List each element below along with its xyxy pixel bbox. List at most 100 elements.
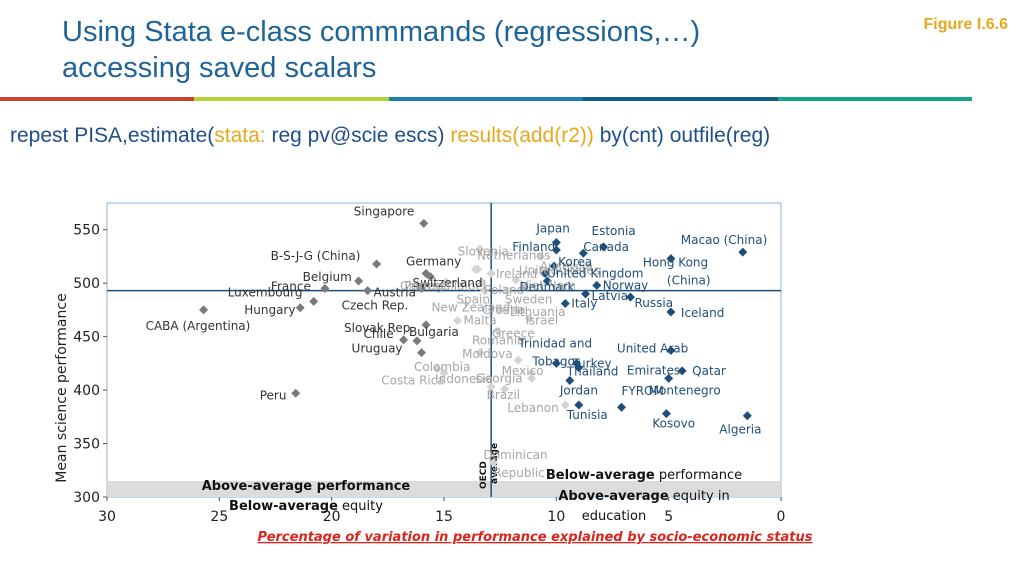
data-point-belgium (354, 276, 364, 286)
quadrant-label-rest: equity in (669, 489, 730, 504)
data-label-france: France (271, 280, 311, 294)
command-part-accent: stata: (214, 124, 266, 147)
data-point-finland (551, 245, 561, 255)
slide-title: Using Stata e-class commmands (regressio… (62, 14, 902, 86)
data-point-hungary (295, 303, 305, 313)
data-label-australia: Australia (540, 259, 593, 273)
data-label-colombia: Colombia (414, 360, 470, 374)
data-point-macao-china- (738, 247, 748, 257)
data-point-mexico (527, 368, 537, 378)
data-point-georgia (527, 373, 537, 383)
data-point-greece (493, 326, 503, 336)
data-label-qatar: Qatar (692, 364, 726, 378)
data-label-jordan: Jordan (559, 383, 598, 397)
data-label-spain: Spain (456, 293, 490, 307)
data-label-luxembourg: Luxembourg (228, 285, 303, 299)
data-label-croatia: Croatia (482, 303, 525, 317)
data-point-portugal (441, 277, 451, 287)
y-tick-label: 300 (73, 490, 100, 506)
data-label-chinese-taipei: Chinese Taipei (400, 279, 486, 293)
data-label-germany: Germany (406, 255, 461, 269)
data-point-lebanon (560, 400, 570, 410)
data-label-slovak-rep-: Slovak Rep. (344, 321, 414, 335)
data-point-jordan (565, 375, 575, 385)
data-label-bulgaria: Bulgaria (409, 325, 459, 339)
quadrant-label-right: education (582, 509, 647, 524)
data-point-chile (399, 335, 409, 345)
data-label-italy: Italy (571, 296, 597, 310)
data-point-netherlands (486, 269, 496, 279)
data-label-united-states: United States (519, 263, 600, 277)
data-label-mexico: Mexico (502, 364, 544, 378)
data-label-lithuania: Lithuania (510, 305, 566, 319)
data-point-fyrom (616, 402, 626, 412)
data-point-czech-rep- (363, 286, 373, 296)
quadrant-label-left: Below-average equity (229, 499, 383, 514)
y-tick-label: 400 (73, 383, 100, 399)
x-tick-label: 20 (323, 509, 341, 525)
data-point-b-s-j-g-china- (372, 259, 382, 269)
title-line-1: Using Stata e-class commmands (regressio… (62, 16, 701, 48)
data-label-b-s-j-g-china-: B-S-J-G (China) (271, 249, 361, 263)
data-point-luxembourg (309, 296, 319, 306)
data-point-norway (592, 280, 602, 290)
data-point-uruguay (417, 348, 427, 358)
quadrant-label-right: Above-average equity in (558, 489, 729, 504)
data-label-israel: Israel (525, 313, 558, 327)
data-point-dominican-republic (488, 458, 498, 468)
data-point-kosovo (661, 409, 671, 419)
data-label-georgia: Georgia (476, 371, 523, 385)
data-label-estonia: Estonia (592, 224, 636, 238)
data-label-korea: Korea (558, 255, 592, 269)
data-point-caba-argentina- (199, 305, 209, 315)
data-point-united-kingdom (540, 269, 550, 279)
stata-command: repest PISA,estimate(stata: reg pv@scie … (10, 124, 770, 148)
data-label-trinidad-and-tobago: Trinidad and (517, 336, 592, 350)
data-point-ireland (511, 275, 521, 285)
data-point-lithuania (511, 305, 521, 315)
data-label-new-zealand: New Zealand (431, 300, 510, 314)
data-label-latvia: Latvia (592, 289, 629, 303)
quadrant-label-left: Above-average performance (202, 479, 411, 494)
data-label-netherlands: Netherlands (477, 249, 550, 263)
data-label-moldova: Moldova (462, 347, 512, 361)
color-bar-segment (0, 97, 195, 101)
quadrant-label-band (107, 480, 781, 497)
data-point-croatia (495, 305, 505, 315)
data-label-caba-argentina-: CABA (Argentina) (146, 319, 251, 333)
quadrant-label-rest: equity (338, 499, 383, 514)
color-bar-segment (388, 97, 584, 101)
data-point-switzerland (426, 272, 436, 282)
data-label-norway: Norway (603, 278, 649, 292)
data-label-united-arab-emirates: Emirates (627, 364, 680, 378)
data-point-new-zealand (470, 264, 480, 274)
data-label-japan: Japan (535, 222, 569, 236)
data-label-russia: Russia (634, 296, 673, 310)
data-label-peru: Peru (260, 388, 287, 402)
data-point-romania (475, 348, 485, 358)
color-bar-segment (194, 97, 389, 101)
data-point-spain (479, 286, 489, 296)
data-label-portugal: Portugal (404, 279, 454, 293)
data-label-greece: Greece (492, 326, 535, 340)
data-point-sweden (502, 286, 512, 296)
data-label-costa-rica: Costa Rica (381, 374, 444, 388)
y-tick-label: 550 (73, 223, 100, 239)
x-tick-label: 10 (547, 509, 565, 525)
command-part: reg pv@scie escs) (265, 124, 451, 147)
data-point-japan (551, 238, 561, 248)
data-label-sweden: Sweden (505, 293, 552, 307)
data-label-canada: Canada (583, 240, 629, 254)
data-point-brazil (500, 384, 510, 394)
x-tick-label: 15 (435, 509, 453, 525)
data-point-viet-nam (536, 251, 546, 261)
data-point-montenegro (664, 373, 674, 383)
data-point-russia (625, 292, 635, 302)
data-point-israel (524, 313, 534, 323)
data-point-colombia (439, 368, 449, 378)
data-point-tunisia (574, 400, 584, 410)
data-label-iceland: Iceland (681, 306, 724, 320)
data-label-malta: Malta (463, 314, 496, 328)
data-label-trinidad-and-tobago: Tobago (531, 354, 575, 368)
data-point-estonia (599, 242, 609, 252)
